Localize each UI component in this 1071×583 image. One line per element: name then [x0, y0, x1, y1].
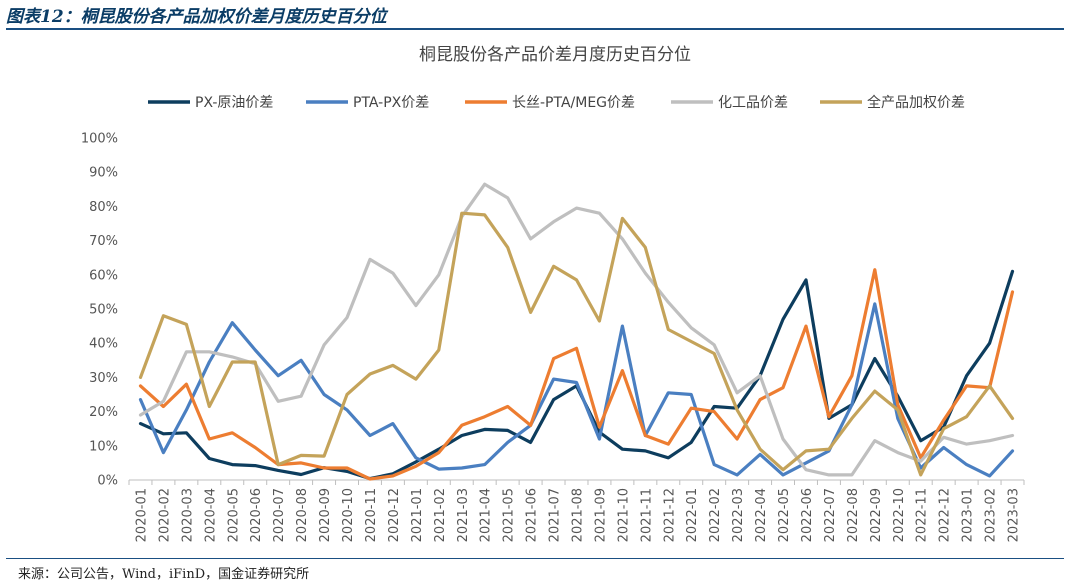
x-tick-label: 2021-12	[662, 488, 677, 542]
y-tick-label: 10%	[89, 439, 118, 454]
series-line-4	[138, 182, 1015, 477]
series-line-2	[138, 302, 1015, 478]
x-tick-label: 2022-04	[754, 488, 769, 542]
x-tick-label: 2022-05	[777, 488, 792, 542]
legend-item-4: 化工品价差	[671, 95, 788, 111]
x-tick-label: 2020-11	[364, 488, 379, 542]
x-tick-label: 2022-10	[892, 488, 907, 542]
y-tick-label: 0%	[97, 474, 118, 489]
legend-label: 长丝-PTA/MEG价差	[512, 95, 635, 111]
source-note: 来源：公司公告，Wind，iFinD，国金证券研究所	[18, 567, 310, 582]
legend-label: PTA-PX价差	[353, 95, 429, 111]
legend-label: 全产品加权价差	[867, 94, 965, 111]
y-tick-label: 60%	[89, 268, 118, 283]
series-line-3	[138, 268, 1015, 481]
legend-item-1: PX-原油价差	[148, 95, 273, 111]
x-tick-label: 2020-02	[157, 488, 172, 542]
x-tick-label: 2021-08	[571, 488, 586, 542]
x-tick-label: 2021-03	[456, 488, 471, 542]
x-tick-label: 2020-05	[226, 488, 241, 542]
x-tick-label: 2020-10	[341, 488, 356, 542]
x-tick-label: 2022-07	[823, 488, 838, 542]
x-tick-label: 2021-02	[433, 488, 448, 542]
x-tick-label: 2020-03	[180, 488, 195, 542]
x-tick-label: 2022-02	[708, 488, 723, 542]
x-tick-label: 2022-01	[685, 488, 700, 542]
legend-item-2: PTA-PX价差	[306, 95, 429, 111]
x-tick-label: 2021-07	[548, 488, 563, 542]
x-tick-label: 2021-05	[502, 488, 517, 542]
y-tick-label: 70%	[89, 234, 118, 249]
x-tick-label: 2022-03	[731, 488, 746, 542]
series-line-5	[138, 211, 1015, 477]
x-tick-label: 2020-04	[203, 488, 218, 542]
footer-divider	[6, 558, 1064, 559]
x-tick-label: 2023-02	[984, 488, 999, 542]
x-tick-label: 2022-12	[938, 488, 953, 542]
x-tick-label: 2020-12	[387, 488, 402, 542]
y-tick-label: 30%	[89, 371, 118, 386]
y-tick-label: 20%	[89, 405, 118, 420]
x-tick-label: 2020-06	[249, 488, 264, 542]
y-tick-label: 80%	[89, 200, 118, 215]
x-tick-label: 2020-01	[134, 488, 149, 542]
y-tick-label: 40%	[89, 337, 118, 352]
chart-legend: PX-原油价差 PTA-PX价差 长丝-PTA/MEG价差 化工品价差 全产品加权价差	[148, 94, 965, 111]
chart-axes: 0% 10% 20% 30% 40% 50% 60% 70% 80% 90% 100% 2020-01…	[81, 132, 1025, 542]
x-tick-label: 2020-09	[318, 488, 333, 542]
legend-label: 化工品价差	[718, 95, 788, 111]
x-tick-label: 2022-09	[869, 488, 884, 542]
chart-title: 桐昆股份各产品价差月度历史百分位	[419, 45, 691, 65]
x-tick-label: 2022-06	[800, 488, 815, 542]
x-tick-label: 2021-11	[639, 488, 654, 542]
x-tick-label: 2022-08	[846, 488, 861, 542]
figure-title: 图表12：桐昆股份各产品加权价差月度历史百分位	[6, 7, 387, 27]
legend-item-5: 全产品加权价差	[820, 94, 965, 111]
x-tick-label: 2022-11	[915, 488, 930, 542]
line-chart: 桐昆股份各产品价差月度历史百分位 PX-原油价差 PTA-PX价差 长丝-PTA/M…	[81, 45, 1025, 542]
y-tick-label: 90%	[89, 166, 118, 181]
legend-item-3: 长丝-PTA/MEG价差	[465, 95, 635, 111]
x-tick-label: 2023-03	[1007, 488, 1022, 542]
y-tick-label: 100%	[81, 132, 118, 147]
x-tick-label: 2020-07	[272, 488, 287, 542]
x-tick-label: 2021-10	[616, 488, 631, 542]
x-tick-label: 2021-09	[593, 488, 608, 542]
x-tick-label: 2021-06	[525, 488, 540, 542]
legend-label: PX-原油价差	[195, 95, 273, 111]
y-tick-label: 50%	[89, 303, 118, 318]
x-tick-label: 2023-01	[961, 488, 976, 542]
x-tick-label: 2020-08	[295, 488, 310, 542]
x-tick-label: 2021-01	[410, 488, 425, 542]
x-tick-label: 2021-04	[479, 488, 494, 542]
header-divider	[6, 28, 1064, 30]
chart-plot-area	[138, 182, 1015, 481]
